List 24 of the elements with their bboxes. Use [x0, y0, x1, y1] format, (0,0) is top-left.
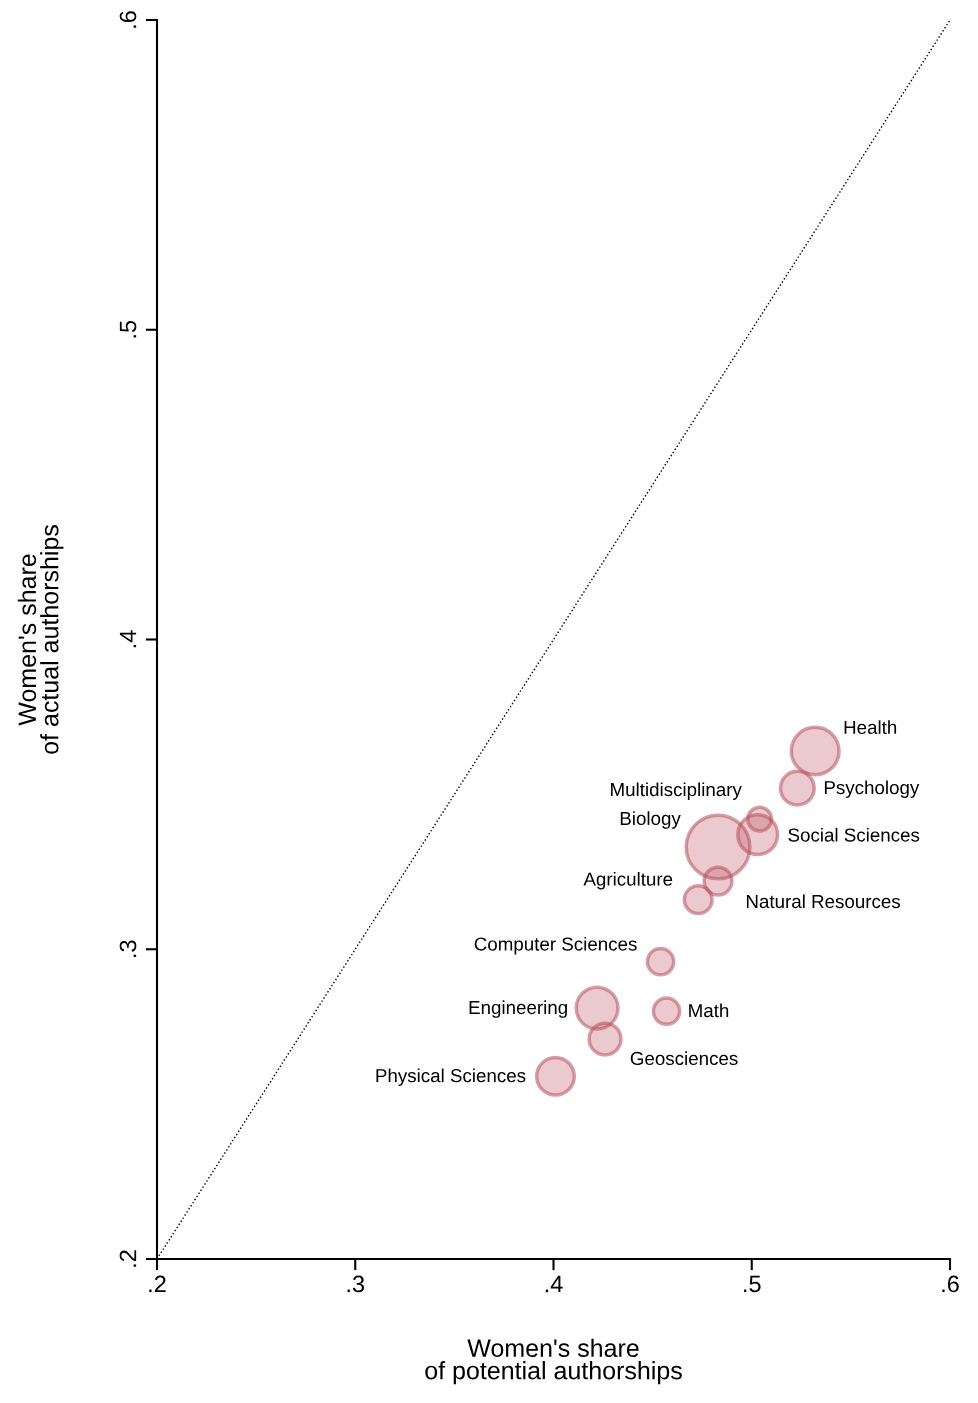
series-label: Multidisciplinary — [611, 782, 742, 800]
series-label: Computer Sciences — [474, 936, 637, 955]
series-label: Math — [689, 1003, 729, 1018]
y-tick-label: .6 — [119, 11, 137, 28]
series-label: Agriculture — [583, 871, 673, 890]
y-tick-label: .2 — [119, 1250, 137, 1267]
x-tick-label: .5 — [744, 1275, 761, 1293]
x-tick-label: .4 — [545, 1275, 563, 1293]
series-label: Social Sciences — [788, 827, 920, 842]
series-label: Health — [844, 720, 897, 735]
x-axis-title: Women's share of potential authorships — [425, 1338, 682, 1385]
series-label: Physical Sciences — [376, 1068, 526, 1086]
series-label: Engineering — [469, 1000, 567, 1018]
y-tick-label: .5 — [119, 320, 137, 338]
y-axis-title: Women's share of actual authorships — [17, 525, 64, 754]
x-tick-label: .6 — [942, 1275, 959, 1293]
series-label: Geosciences — [630, 1051, 738, 1066]
series-label: Natural Resources — [746, 894, 901, 909]
series-label: Psychology — [824, 780, 920, 798]
series-label: Biology — [620, 811, 681, 829]
y-tick-label: .4 — [119, 630, 137, 648]
y-tick-label: .3 — [119, 940, 137, 957]
x-tick-label: .3 — [347, 1275, 365, 1293]
x-tick-label: .2 — [149, 1275, 166, 1293]
